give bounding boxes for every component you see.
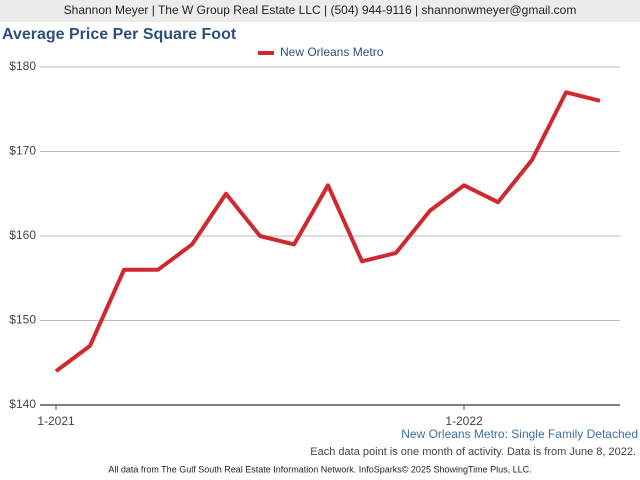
- x-tick-label: 1-2021: [37, 414, 75, 428]
- y-tick-label: $140: [9, 397, 36, 411]
- line: [54, 90, 601, 373]
- x-tick-label: 1-2022: [445, 414, 483, 428]
- note: Each data point is one month of activity…: [310, 446, 636, 458]
- header-text: Shannon Meyer | The W Group Real Estate …: [64, 3, 577, 17]
- y-tick-label: $150: [9, 313, 36, 327]
- header-bar: [0, 0, 640, 22]
- subtitle: New Orleans Metro: Single Family Detache…: [401, 427, 638, 441]
- credit: All data from The Gulf South Real Estate…: [108, 464, 531, 474]
- y-tick-label: $160: [9, 228, 36, 242]
- legend-label: New Orleans Metro: [280, 45, 384, 59]
- chart-title: Average Price Per Square Foot: [2, 26, 237, 43]
- y-tick-label: $170: [9, 144, 36, 158]
- plot: $140 $150 $160 $170 $180 1-2021 1-2022 New Orle…: [9, 45, 620, 428]
- y-tick-label: $180: [9, 59, 36, 73]
